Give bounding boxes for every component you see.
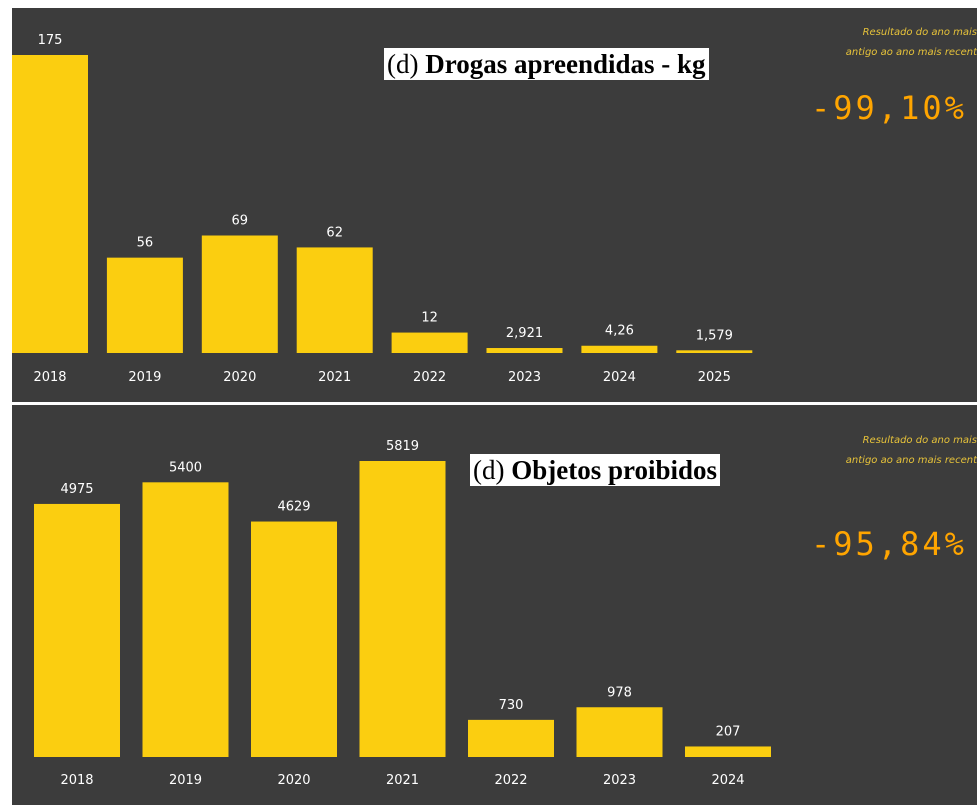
data-label-2019: 56 (137, 236, 154, 251)
x-tick-label-2022: 2022 (494, 773, 527, 788)
data-label-2025: 1,579 (696, 328, 733, 343)
kpi-note: Resultado do ano mais antigo ao ano mais… (807, 431, 977, 471)
bar-2018 (34, 503, 120, 757)
x-tick-label-2019: 2019 (128, 370, 161, 385)
bar-2020 (201, 235, 278, 353)
bar-2025 (676, 350, 753, 353)
x-tick-label-2019: 2019 (169, 773, 202, 788)
x-tick-label-2023: 2023 (603, 773, 636, 788)
data-label-2018: 4975 (60, 482, 93, 497)
x-tick-label-2022: 2022 (413, 370, 446, 385)
bar-2018 (12, 55, 88, 353)
kpi-note-line2: antigo ao ano mais recent (845, 47, 977, 58)
data-label-2023: 2,921 (506, 326, 543, 341)
kpi-note: Resultado do ano mais antigo ao ano mais… (807, 23, 977, 63)
bar-2019 (106, 257, 183, 353)
figure-tag: (d) (473, 455, 505, 485)
x-tick-label-2023: 2023 (508, 370, 541, 385)
data-label-2018: 175 (38, 33, 63, 48)
data-label-2024: 4,26 (605, 324, 634, 339)
bar-2020 (251, 521, 337, 757)
data-label-2021: 5819 (386, 439, 419, 454)
bar-2021 (296, 247, 373, 353)
data-label-2024: 207 (716, 724, 741, 739)
bar-2024 (685, 746, 771, 757)
figure-tag: (d) (387, 49, 419, 79)
objetos-bar-chart: 4975 2018 5400 2019 4629 2020 5819 2021 730 2022 9… (34, 439, 771, 788)
chart-title-text: Objetos proibidos (511, 455, 718, 485)
data-label-2022: 12 (421, 311, 438, 326)
chart-title-text: Drogas apreendidas - kg (425, 49, 706, 79)
bar-2024 (581, 345, 658, 353)
x-tick-label-2018: 2018 (60, 773, 93, 788)
chart-title: (d) Objetos proibidos (470, 454, 721, 486)
data-label-2022: 730 (499, 698, 524, 713)
bar-2019 (142, 482, 229, 757)
x-tick-label-2018: 2018 (33, 370, 66, 385)
kpi-value: -95,84% (811, 525, 967, 563)
data-label-2020: 4629 (277, 500, 310, 515)
bar-2022 (391, 332, 468, 353)
x-tick-label-2020: 2020 (223, 370, 256, 385)
chart-title: (d) Drogas apreendidas - kg (384, 48, 709, 80)
kpi-value: -99,10% (811, 89, 967, 127)
kpi-note-line1: Resultado do ano mais (862, 27, 977, 38)
drogas-bar-chart: 175 2018 56 2019 69 2020 62 2021 12 2022 2,921 2023… (12, 33, 753, 385)
data-label-2021: 62 (326, 225, 343, 240)
x-tick-label-2025: 2025 (698, 370, 731, 385)
bar-2022 (468, 719, 554, 757)
x-tick-label-2021: 2021 (386, 773, 419, 788)
data-label-2019: 5400 (169, 460, 202, 475)
x-tick-label-2024: 2024 (603, 370, 636, 385)
bar-2023 (576, 707, 663, 757)
bar-2023 (486, 348, 563, 353)
x-tick-label-2020: 2020 (277, 773, 310, 788)
x-tick-label-2021: 2021 (318, 370, 351, 385)
kpi-note-line1: Resultado do ano mais (862, 435, 977, 446)
data-label-2023: 978 (607, 685, 632, 700)
data-label-2020: 69 (232, 214, 249, 229)
x-tick-label-2024: 2024 (711, 773, 744, 788)
bar-2021 (359, 461, 446, 757)
objetos-chart-panel: 4975 2018 5400 2019 4629 2020 5819 2021 730 2022 9… (12, 405, 977, 805)
drogas-chart-panel: 175 2018 56 2019 69 2020 62 2021 12 2022 2,921 2023… (12, 8, 977, 402)
kpi-note-line2: antigo ao ano mais recent (845, 455, 977, 466)
